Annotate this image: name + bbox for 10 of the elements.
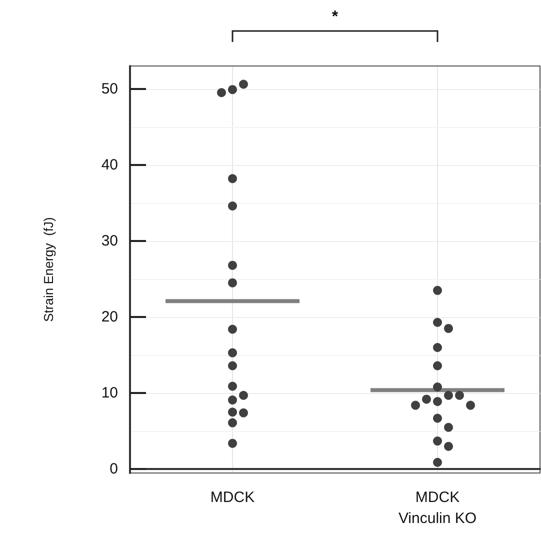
x-tick-label: MDCK xyxy=(210,489,255,506)
y-tick-label: 30 xyxy=(101,232,118,250)
x-tick-label: MDCK Vinculin KO xyxy=(398,489,477,527)
y-tick-label: 40 xyxy=(101,156,118,174)
y-tick-label: 0 xyxy=(110,460,118,478)
y-tick-label: 20 xyxy=(101,308,118,326)
y-tick-label: 10 xyxy=(101,384,118,402)
y-axis-title: Strain Energy (fJ) xyxy=(41,217,56,322)
y-tick-label: 50 xyxy=(101,80,118,98)
text: * xyxy=(332,8,339,26)
